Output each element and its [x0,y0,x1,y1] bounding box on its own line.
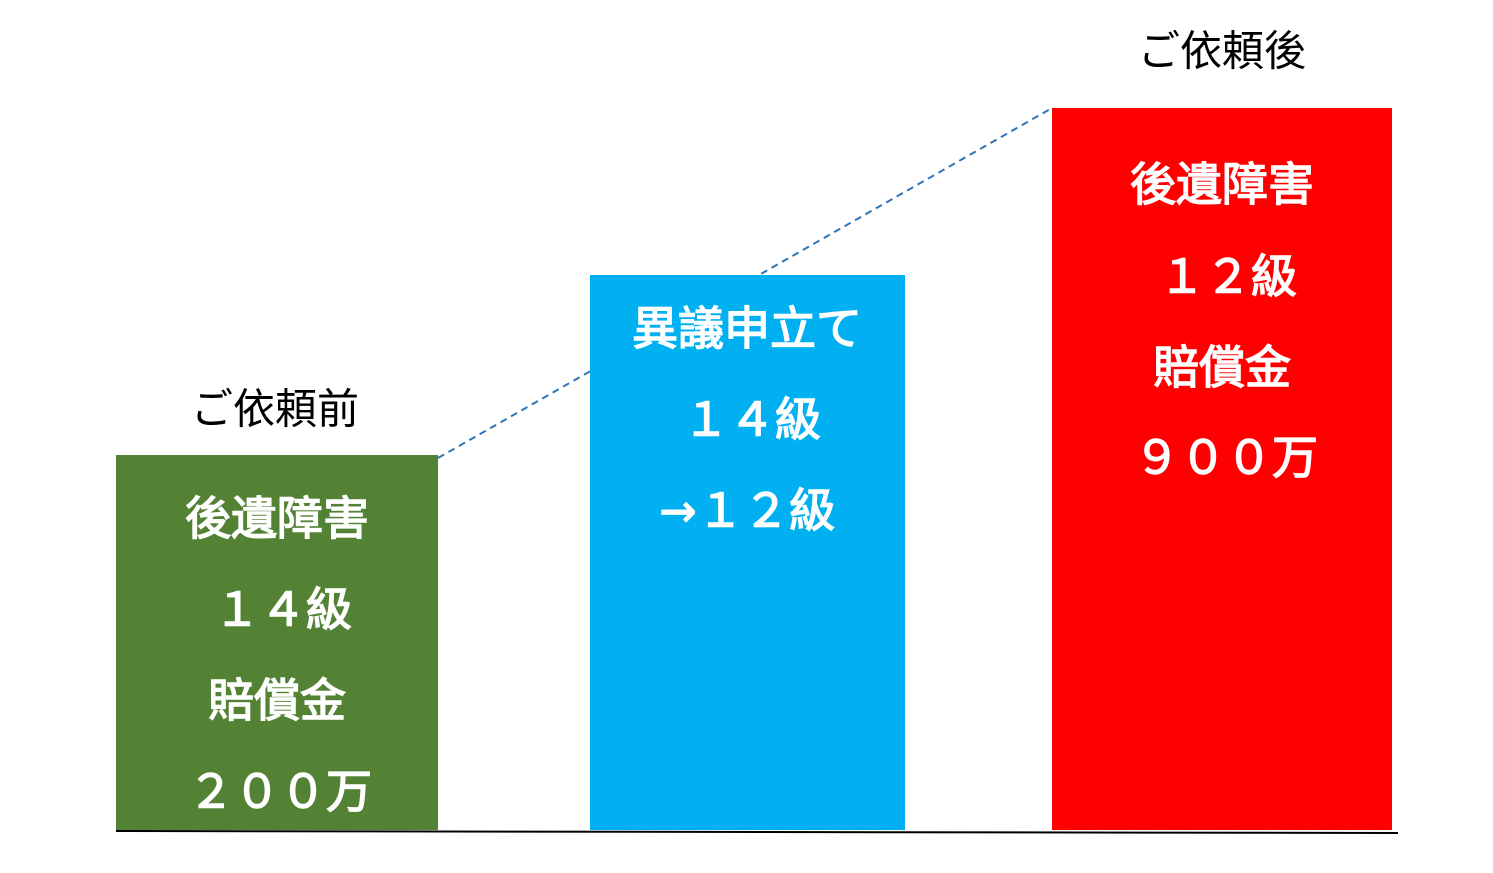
after-box [1052,108,1392,830]
before-heading: ご依頼前 [191,385,359,434]
box-line: ２００万 [188,765,372,819]
box-line: ９００万 [1134,431,1318,485]
box-line: →１２級 [659,484,836,538]
box-line: 後遺障害 [1130,158,1314,212]
box-line: 異議申立て [632,302,862,356]
after-heading: ご依頼後 [1138,27,1306,76]
before-box [116,455,438,830]
box-line: １４級 [683,393,821,447]
box-line: 後遺障害 [185,492,369,546]
objection-box [590,275,905,830]
box-line: １２級 [1159,250,1297,304]
box-line: １４級 [214,583,352,637]
box-line: 賠償金 [1153,341,1292,395]
box-line: 賠償金 [208,674,347,728]
baseline [115,830,1399,834]
